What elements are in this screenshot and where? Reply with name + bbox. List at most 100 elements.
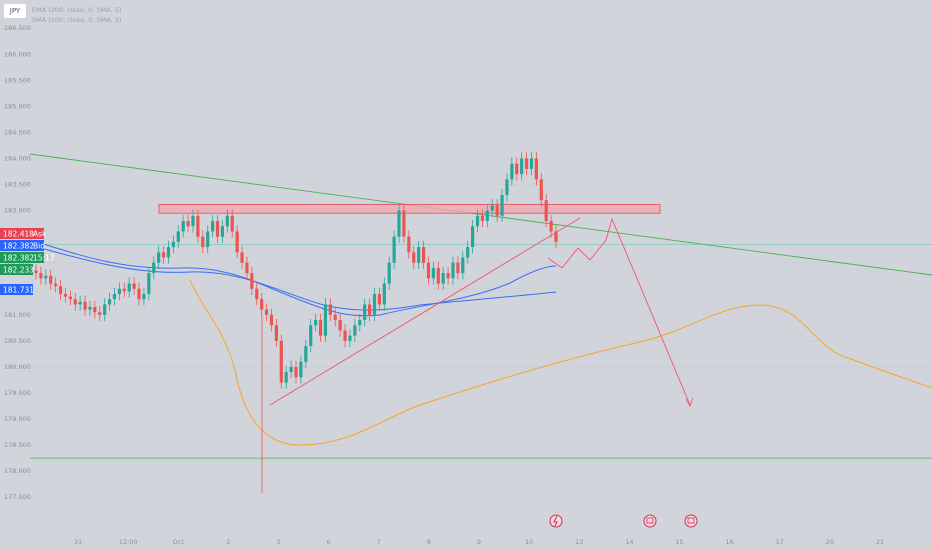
price-tag-bg: [0, 284, 33, 295]
candle: [534, 152, 538, 186]
candle-body: [309, 325, 313, 347]
candle: [215, 214, 220, 243]
candle: [377, 287, 381, 311]
candle: [446, 266, 450, 285]
x-tick-label: 10: [525, 538, 533, 546]
candle: [328, 298, 332, 322]
candle: [230, 209, 234, 238]
candle: [157, 246, 161, 269]
candle-body: [485, 210, 489, 222]
candle-body: [358, 320, 362, 326]
projection-arrowhead: [685, 397, 694, 408]
y-tick-label: 180.000: [4, 363, 31, 371]
candle: [309, 318, 313, 353]
candle: [314, 313, 318, 332]
candle: [196, 209, 200, 243]
candle: [549, 214, 553, 238]
price-tag-bg: [0, 240, 44, 251]
candle-body: [529, 158, 534, 169]
candle-body: [127, 283, 131, 292]
candle-body: [318, 320, 323, 336]
candle-body: [117, 288, 121, 294]
candle: [117, 282, 121, 301]
candle-body: [68, 296, 72, 300]
candle: [421, 240, 426, 269]
candle-body: [436, 267, 440, 284]
candle-body: [260, 299, 264, 310]
candle-body: [250, 273, 254, 289]
candle: [235, 225, 239, 259]
candle-body: [328, 304, 332, 315]
candle-body: [245, 262, 249, 274]
candle-body: [73, 299, 77, 305]
candle-body: [269, 314, 274, 326]
candle-body: [137, 288, 141, 300]
candle-body: [387, 262, 391, 284]
symbol-badge[interactable]: JPY: [4, 4, 26, 18]
candle: [451, 256, 455, 285]
candle: [510, 157, 514, 186]
y-tick-label: 181.000: [4, 311, 31, 319]
candle-body: [176, 231, 180, 242]
price-tag-bg: [0, 252, 44, 263]
candle-body: [112, 293, 117, 300]
lightning-icon: [549, 514, 563, 528]
event-marker-circle: [549, 514, 563, 528]
candle-body: [431, 267, 435, 279]
candle: [245, 256, 249, 280]
candle: [417, 240, 421, 269]
candle-body: [495, 205, 499, 216]
price-tag: 182.233: [0, 264, 34, 275]
candle: [112, 287, 117, 306]
candle: [166, 240, 171, 264]
candle: [524, 152, 529, 176]
candle: [515, 157, 519, 181]
candle: [407, 230, 411, 259]
candle: [500, 188, 504, 223]
y-tick-label: 178.000: [4, 467, 31, 475]
candle: [495, 199, 499, 223]
event-marker-circle: [684, 514, 698, 528]
candle: [274, 318, 278, 348]
x-tick-label: 17: [776, 538, 784, 546]
candle-body: [549, 221, 553, 232]
y-tick-label: 185.000: [4, 102, 31, 110]
candle: [397, 204, 401, 243]
price-tag-value: 182.418: [3, 230, 34, 239]
event-markers[interactable]: [549, 514, 698, 528]
candle: [279, 334, 283, 389]
indicator-legend[interactable]: EMA (200, close, 0, SMA, 5) SMA (100, clo…: [32, 6, 121, 24]
candle-body: [83, 301, 87, 310]
candle-body: [441, 273, 445, 284]
candle: [353, 318, 357, 342]
time-axis[interactable]: 31 12:00 Oct 2 3 6 7 8 9 10 13 14 15 16 17 20 21: [74, 538, 884, 546]
candle: [83, 295, 87, 316]
candle-body: [480, 215, 485, 222]
candle: [372, 287, 377, 322]
candle: [402, 204, 406, 243]
x-tick-label: 8: [427, 538, 431, 546]
candle-body: [171, 241, 175, 248]
candle-body: [93, 307, 97, 313]
y-tick-label: 183.000: [4, 207, 31, 215]
candle-body: [544, 200, 548, 222]
calendar-event-icon: [684, 514, 698, 528]
candle: [471, 219, 475, 254]
candle: [54, 277, 58, 293]
candle-body: [333, 314, 337, 321]
candle-body: [343, 330, 347, 341]
candle-body: [206, 231, 210, 248]
candle: [63, 287, 68, 303]
y-tick-label: 180.500: [4, 337, 31, 345]
candle-body: [392, 236, 396, 263]
candle: [137, 282, 141, 306]
candle: [475, 209, 480, 233]
candle: [181, 214, 185, 238]
candle-body: [314, 320, 318, 326]
candle: [44, 269, 48, 285]
candle: [505, 173, 509, 202]
